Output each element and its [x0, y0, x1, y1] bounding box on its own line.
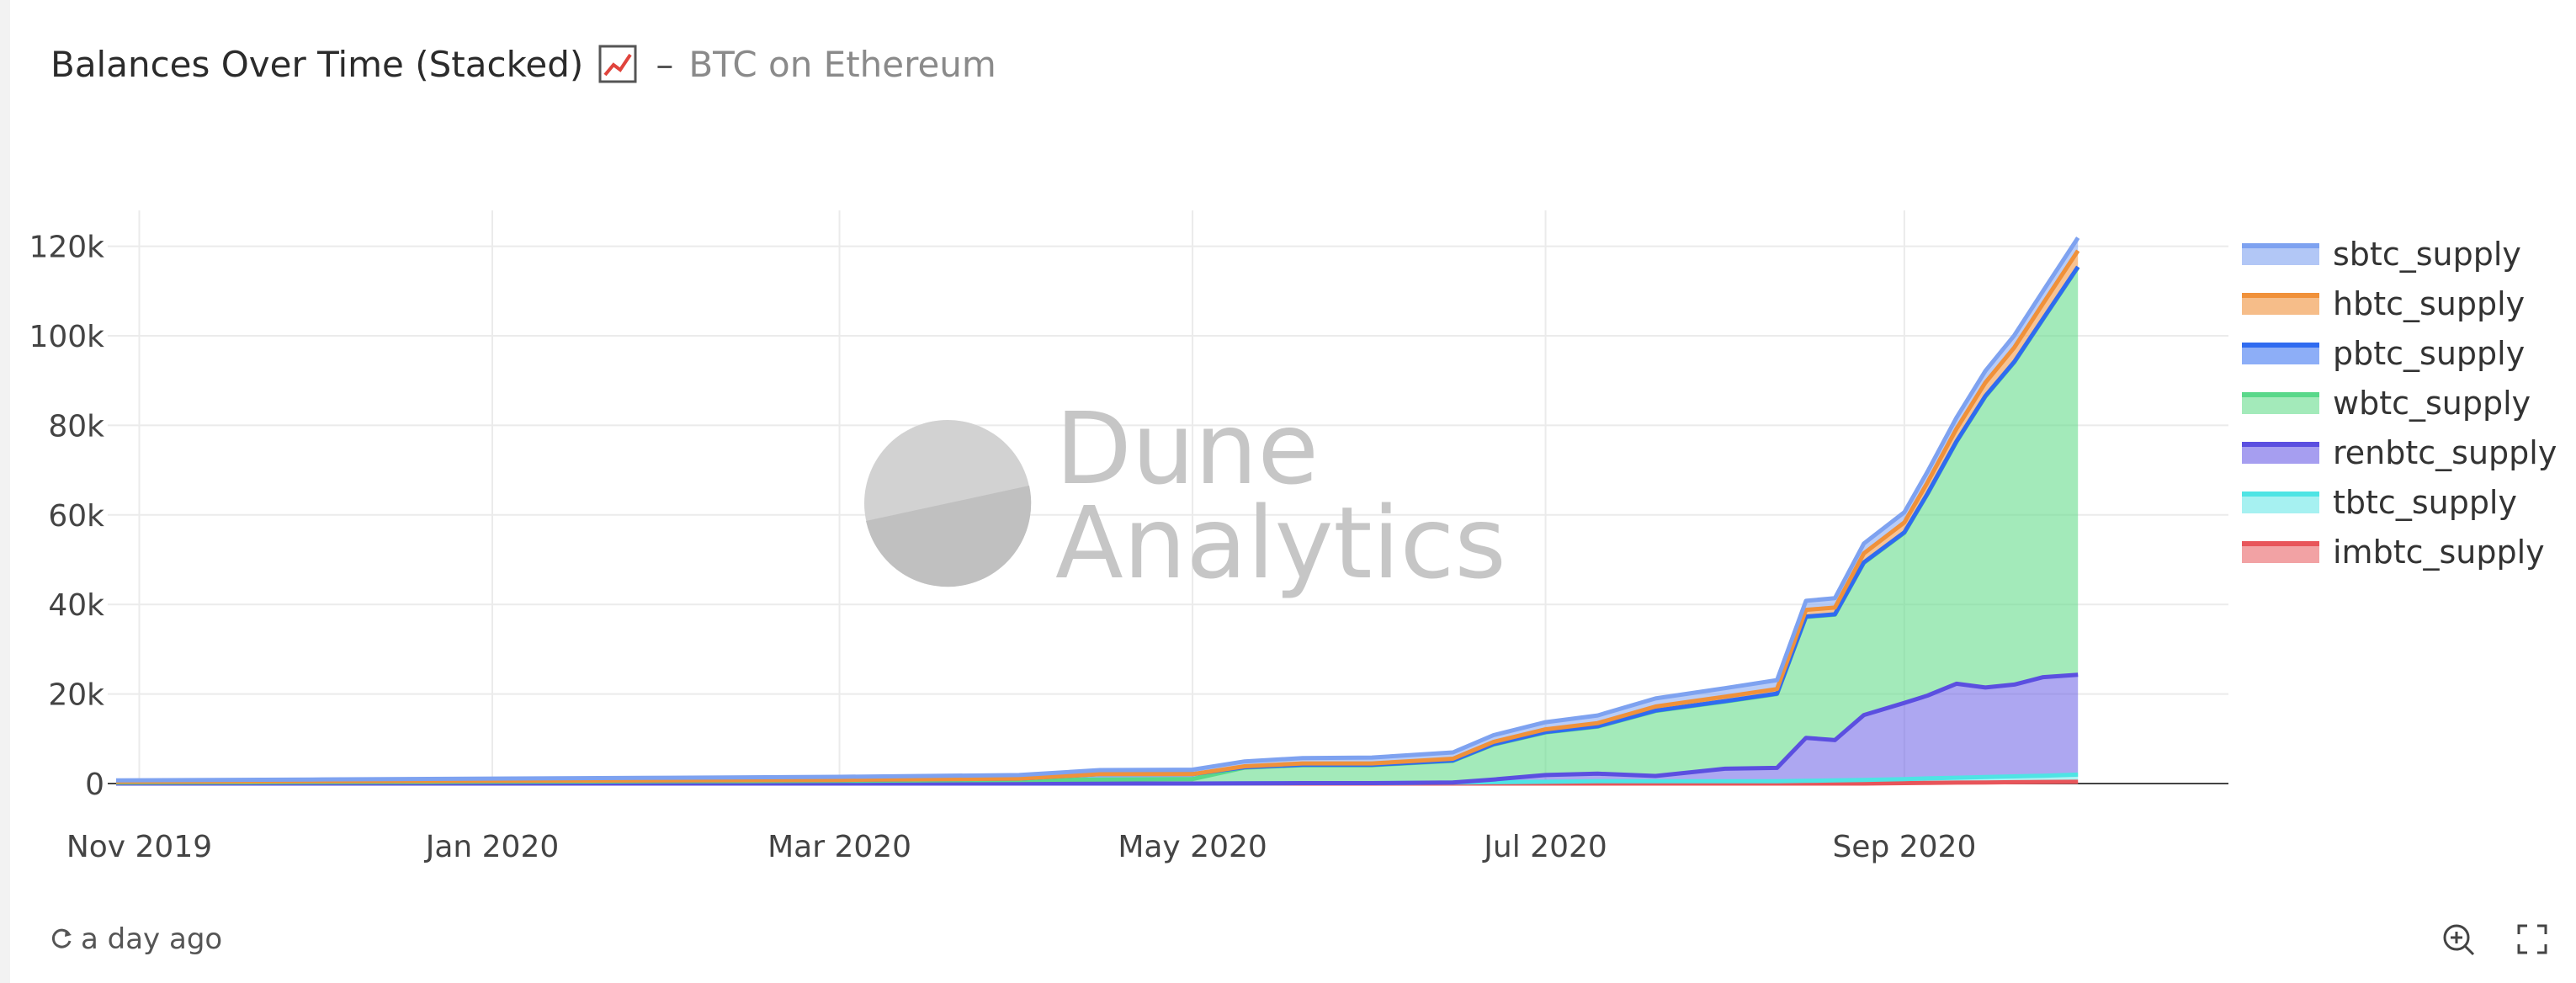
legend-item-hbtc_supply[interactable]: hbtc_supply: [2242, 279, 2557, 328]
y-tick-label: 80k: [48, 409, 104, 444]
watermark-line1: Dune: [1055, 391, 1319, 507]
area-renbtc_supply[interactable]: [116, 674, 2079, 784]
legend-label: tbtc_supply: [2333, 483, 2517, 521]
dune-watermark: Dune Analytics: [864, 391, 1506, 601]
legend-item-pbtc_supply[interactable]: pbtc_supply: [2242, 328, 2557, 378]
chart-title: Balances Over Time (Stacked): [50, 43, 584, 85]
zoom-in-icon[interactable]: [2440, 921, 2477, 958]
x-tick-label: Sep 2020: [1832, 830, 1976, 864]
grid-layer: [108, 210, 2228, 784]
y-tick-label: 100k: [29, 320, 104, 354]
x-tick-label: Jan 2020: [424, 830, 560, 864]
card-left-edge: [0, 0, 10, 983]
legend-label: imbtc_supply: [2333, 533, 2545, 571]
refresh-icon[interactable]: [49, 927, 74, 952]
x-tick-label: Mar 2020: [767, 830, 911, 864]
legend-label: renbtc_supply: [2333, 433, 2557, 471]
legend-item-wbtc_supply[interactable]: wbtc_supply: [2242, 378, 2557, 428]
chart-header: Balances Over Time (Stacked) – BTC on Et…: [50, 39, 996, 89]
legend-item-renbtc_supply[interactable]: renbtc_supply: [2242, 428, 2557, 477]
chart-plot[interactable]: Dune Analytics Nov 2019 Jan 2020 Mar 2020 M…: [0, 168, 2239, 892]
legend-swatch: [2242, 491, 2319, 513]
legend-swatch: [2242, 342, 2319, 364]
legend-label: hbtc_supply: [2333, 284, 2526, 322]
x-tick-label: May 2020: [1118, 830, 1267, 864]
line-sbtc_supply[interactable]: [115, 236, 2080, 783]
y-tick-label: 20k: [48, 678, 104, 713]
legend-swatch: [2242, 292, 2319, 315]
legend-label: pbtc_supply: [2333, 334, 2526, 372]
refresh-time: a day ago: [81, 922, 223, 956]
line-hbtc_supply[interactable]: [115, 249, 2080, 784]
chart-actions: [2403, 921, 2551, 958]
y-tick-label: 0: [85, 768, 104, 802]
legend-label: wbtc_supply: [2333, 384, 2531, 422]
line-renbtc_supply[interactable]: [116, 672, 2079, 786]
axis-layer: Nov 2019 Jan 2020 Mar 2020 May 2020 Jul 2020…: [29, 231, 1976, 864]
y-tick-label: 60k: [48, 499, 104, 534]
legend-item-sbtc_supply[interactable]: sbtc_supply: [2242, 229, 2557, 279]
legend-label: sbtc_supply: [2333, 235, 2521, 273]
line-layer: [115, 236, 2080, 786]
watermark-line2: Analytics: [1055, 485, 1506, 601]
refresh-status[interactable]: a day ago: [49, 922, 222, 956]
legend-swatch: [2242, 242, 2319, 265]
y-tick-label: 120k: [29, 231, 104, 265]
legend-swatch: [2242, 540, 2319, 563]
x-tick-label: Jul 2020: [1482, 830, 1607, 864]
fullscreen-icon[interactable]: [2514, 921, 2551, 958]
legend-swatch: [2242, 391, 2319, 414]
title-separator: –: [656, 43, 674, 85]
legend-item-tbtc_supply[interactable]: tbtc_supply: [2242, 477, 2557, 527]
x-tick-label: Nov 2019: [66, 830, 212, 864]
chart-legend: sbtc_supply hbtc_supply pbtc_supply wbtc_su…: [2242, 229, 2557, 577]
legend-item-imbtc_supply[interactable]: imbtc_supply: [2242, 527, 2557, 577]
line-chart-icon: [598, 45, 637, 83]
y-tick-label: 40k: [48, 588, 104, 623]
legend-swatch: [2242, 441, 2319, 464]
chart-subtitle: BTC on Ethereum: [688, 43, 996, 85]
